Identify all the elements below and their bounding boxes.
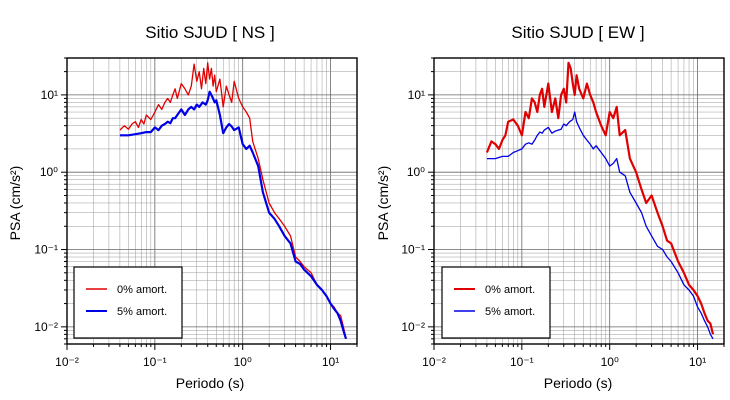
y-axis-label: PSA (cm/s²): [7, 166, 23, 241]
series-line-0pct: [485, 61, 715, 335]
chart-title: Sitio SJUD [ NS ]: [145, 23, 274, 42]
tick-labels: 10⁻² 10⁻¹ 10⁰ 10¹ 10⁻² 10⁻¹ 10⁰ 10¹: [34, 88, 339, 369]
y-tick-label: 10⁻²: [34, 320, 58, 334]
x-axis-label: Periodo (s): [176, 375, 244, 391]
y-tick-label: 10¹: [408, 88, 425, 102]
plot-area: [66, 57, 358, 345]
legend: 0% amort. 5% amort.: [73, 266, 183, 339]
series-line-5pct: [119, 90, 348, 340]
y-axis-label: PSA (cm/s²): [375, 166, 391, 241]
chart-panel-ew: Sitio SJUD [ EW ] Periodo (s) PSA (cm/s²…: [375, 23, 725, 391]
series-line-5pct: [486, 111, 714, 340]
x-axis-label: Periodo (s): [544, 375, 612, 391]
plot-frame: [66, 57, 358, 345]
y-tick-label: 10⁻²: [401, 320, 425, 334]
chart-panel-ns: Sitio SJUD [ NS ] Periodo (s) PSA (cm/s²…: [7, 23, 358, 391]
x-tick-label: 10⁻²: [55, 355, 79, 369]
x-tick-label: 10⁻¹: [143, 355, 167, 369]
y-tick-label: 10¹: [41, 88, 58, 102]
x-tick-label: 10⁻¹: [510, 355, 534, 369]
plot-area: [433, 57, 725, 345]
x-tick-label: 10⁰: [234, 355, 252, 369]
legend-label-5pct: 5% amort.: [485, 306, 535, 318]
plot-frame: [433, 57, 725, 345]
x-tick-label: 10⁻²: [422, 355, 446, 369]
series-line-0pct: [119, 62, 347, 339]
legend-label-0pct: 0% amort.: [117, 284, 167, 296]
x-tick-label: 10⁰: [601, 355, 619, 369]
y-tick-label: 10⁰: [407, 165, 425, 179]
legend-box: [73, 266, 183, 339]
x-tick-label: 10¹: [322, 355, 339, 369]
legend-label-0pct: 0% amort.: [485, 284, 535, 296]
chart-title: Sitio SJUD [ EW ]: [511, 23, 644, 42]
x-tick-label: 10¹: [689, 355, 706, 369]
y-tick-label: 10⁻¹: [34, 243, 58, 257]
y-tick-label: 10⁰: [40, 165, 58, 179]
legend: 0% amort. 5% amort.: [441, 266, 551, 339]
tick-labels: 10⁻² 10⁻¹ 10⁰ 10¹ 10⁻² 10⁻¹ 10⁰ 10¹: [401, 88, 706, 369]
legend-box: [441, 266, 551, 339]
legend-label-5pct: 5% amort.: [117, 306, 167, 318]
y-tick-label: 10⁻¹: [401, 243, 425, 257]
